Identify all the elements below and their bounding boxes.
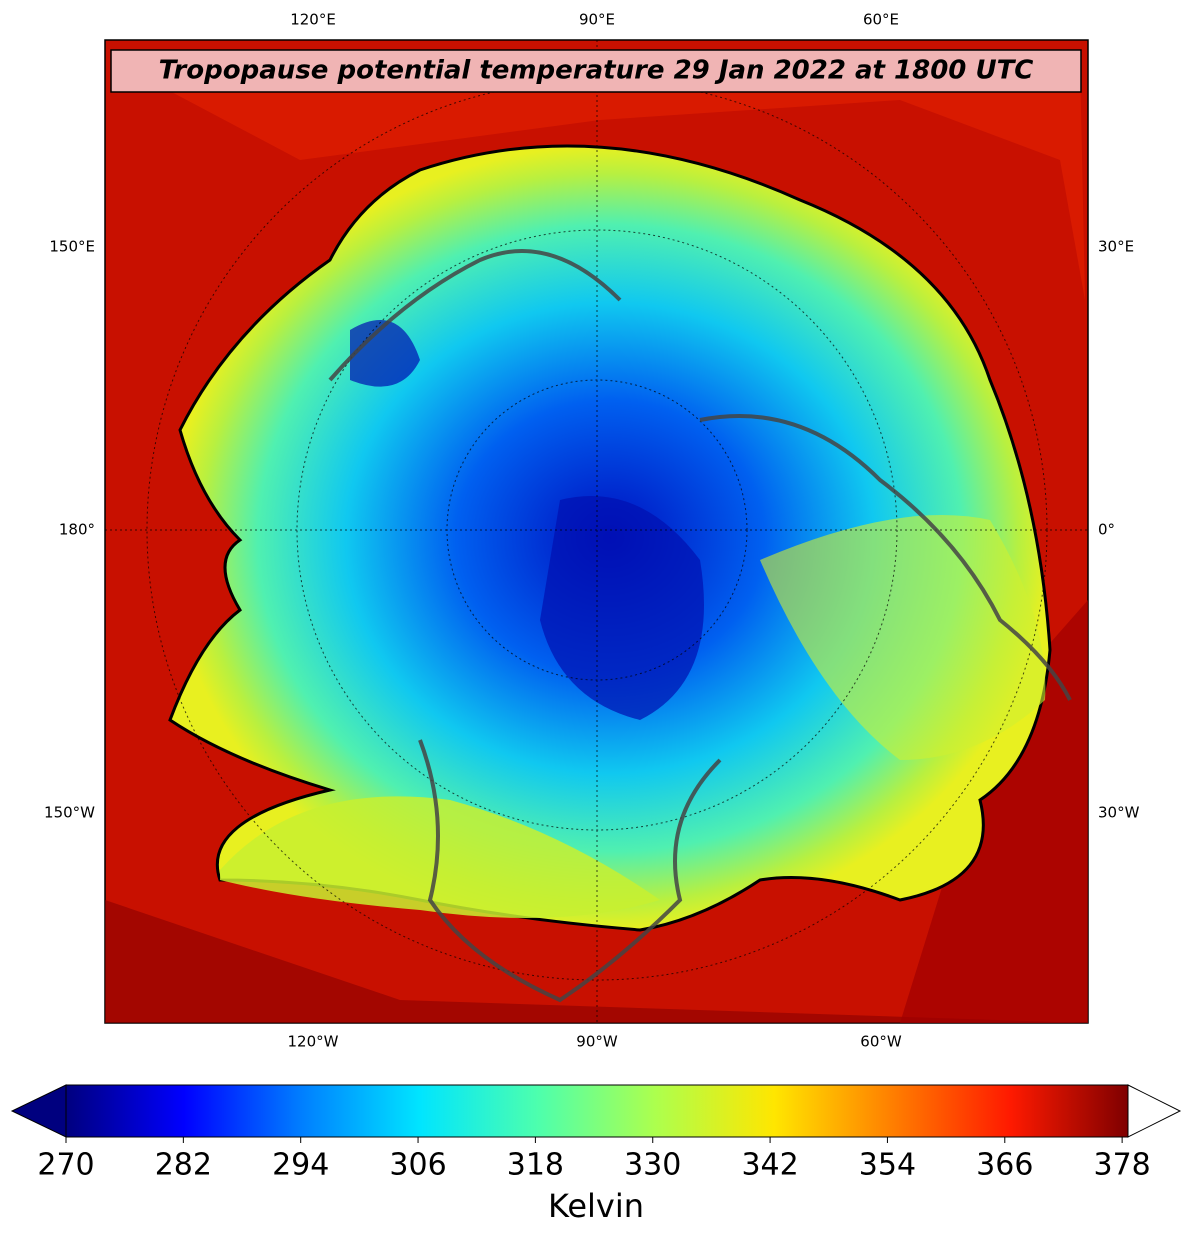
lon-label: 150°E	[49, 238, 95, 256]
lon-label: 120°W	[288, 1033, 339, 1051]
tick-label: 294	[272, 1148, 329, 1183]
lon-label: 120°E	[290, 11, 336, 29]
lon-label: 90°E	[579, 11, 615, 29]
tick-label: 306	[389, 1148, 446, 1183]
extend-low	[10, 1084, 67, 1138]
lon-label: 30°W	[1098, 804, 1140, 822]
lon-label: 0°	[1098, 521, 1115, 539]
lon-label: 30°E	[1098, 238, 1134, 256]
lon-label: 60°W	[860, 1033, 902, 1051]
title-box: Tropopause potential temperature 29 Jan …	[110, 49, 1082, 93]
tick-label: 282	[155, 1148, 212, 1183]
lon-label: 180°	[59, 521, 95, 539]
tick-label: 354	[859, 1148, 916, 1183]
lon-label: 60°E	[863, 11, 899, 29]
tick-label: 342	[741, 1148, 798, 1183]
tick-label: 378	[1093, 1148, 1150, 1183]
extend-high	[1127, 1084, 1182, 1138]
lon-label: 90°W	[576, 1033, 618, 1051]
tick-label: 270	[37, 1148, 94, 1183]
tick-label: 330	[624, 1148, 681, 1183]
lon-label: 150°W	[44, 804, 95, 822]
colorbar: 270 282 294 306 318 330 342 354 366 378 Kelvin	[10, 1084, 1182, 1225]
title: Tropopause potential temperature 29 Jan …	[159, 56, 1034, 86]
colorbar-body	[65, 1084, 1129, 1138]
tick-label: 366	[976, 1148, 1033, 1183]
map	[104, 39, 1089, 1024]
tick-label: 318	[507, 1148, 564, 1183]
colorbar-label: Kelvin	[548, 1187, 644, 1225]
